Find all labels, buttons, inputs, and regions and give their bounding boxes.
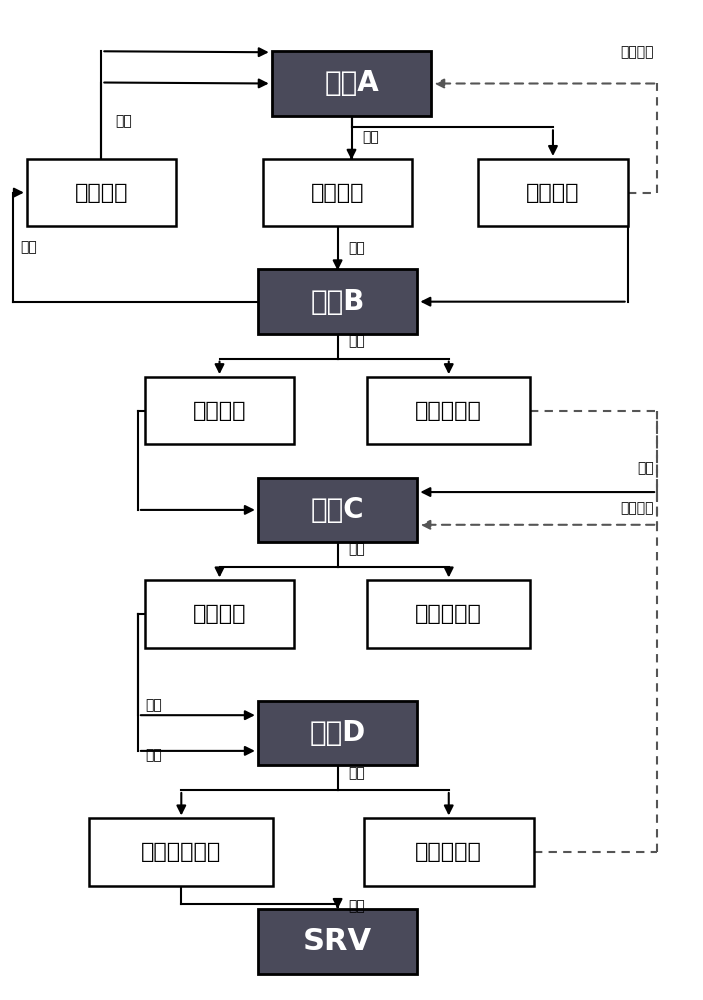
Text: 计算: 计算 bbox=[20, 240, 37, 254]
Text: 计算: 计算 bbox=[348, 241, 365, 255]
Text: 裂缝长度: 裂缝长度 bbox=[311, 183, 364, 203]
Text: 代入: 代入 bbox=[637, 461, 654, 475]
FancyBboxPatch shape bbox=[363, 818, 534, 886]
FancyBboxPatch shape bbox=[27, 159, 176, 226]
FancyBboxPatch shape bbox=[258, 269, 418, 334]
Text: 模块B: 模块B bbox=[311, 288, 365, 316]
Text: 地层应力: 地层应力 bbox=[193, 401, 246, 421]
Text: 模块C: 模块C bbox=[311, 496, 364, 524]
Text: 储层压力: 储层压力 bbox=[193, 604, 246, 624]
Text: 模块A: 模块A bbox=[324, 69, 379, 97]
FancyBboxPatch shape bbox=[367, 377, 530, 444]
FancyBboxPatch shape bbox=[258, 701, 418, 765]
Text: 裂缝滤失量: 裂缝滤失量 bbox=[415, 604, 482, 624]
FancyBboxPatch shape bbox=[478, 159, 628, 226]
Text: 裂缝宽度: 裂缝宽度 bbox=[75, 183, 128, 203]
Text: 下步代入: 下步代入 bbox=[620, 45, 654, 59]
FancyBboxPatch shape bbox=[258, 909, 418, 974]
Text: SRV: SRV bbox=[303, 927, 372, 956]
Text: 计算: 计算 bbox=[348, 543, 365, 557]
FancyBboxPatch shape bbox=[258, 478, 418, 542]
Text: 代入: 代入 bbox=[145, 698, 162, 712]
FancyBboxPatch shape bbox=[89, 818, 273, 886]
Text: 模块D: 模块D bbox=[309, 719, 366, 747]
Text: 表征: 表征 bbox=[348, 899, 365, 913]
Text: 代入: 代入 bbox=[145, 748, 162, 762]
Text: 缝内压力: 缝内压力 bbox=[527, 183, 580, 203]
Text: 下步代入: 下步代入 bbox=[620, 501, 654, 515]
Text: 计算: 计算 bbox=[348, 766, 365, 780]
Text: 天然裂缝破坏: 天然裂缝破坏 bbox=[141, 842, 221, 862]
Text: 代入: 代入 bbox=[115, 114, 132, 128]
Text: 储层渗透率: 储层渗透率 bbox=[415, 842, 482, 862]
FancyBboxPatch shape bbox=[271, 51, 432, 116]
Text: 裂缝转向角: 裂缝转向角 bbox=[415, 401, 482, 421]
FancyBboxPatch shape bbox=[145, 377, 294, 444]
Text: 计算: 计算 bbox=[348, 334, 365, 348]
FancyBboxPatch shape bbox=[145, 580, 294, 648]
FancyBboxPatch shape bbox=[263, 159, 412, 226]
FancyBboxPatch shape bbox=[367, 580, 530, 648]
Text: 计算: 计算 bbox=[362, 130, 379, 144]
